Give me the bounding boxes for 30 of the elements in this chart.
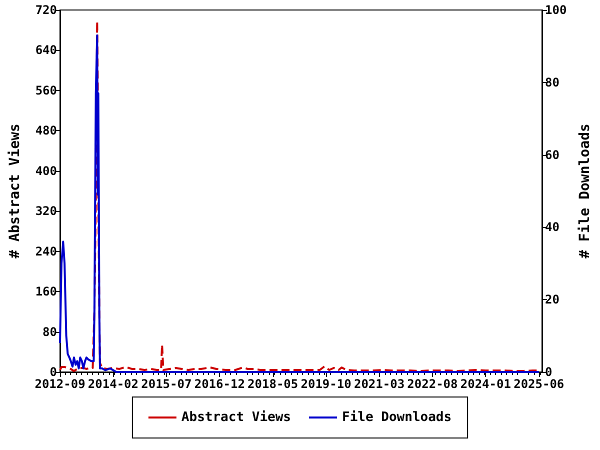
x-tick-label: 2021-03 — [354, 377, 405, 391]
y-tick-label: 720 — [35, 3, 57, 17]
y2-tick-label: 0 — [545, 365, 552, 379]
x-tick-label: 2025-06 — [514, 377, 564, 391]
x-tick-label: 2014-02 — [88, 377, 138, 391]
y2-tick-label: 100 — [545, 3, 567, 17]
y-tick-label: 80 — [42, 324, 57, 339]
x-tick-label: 2022-08 — [407, 377, 458, 391]
x-tick-label: 2019-10 — [300, 377, 352, 391]
y-tick-label: 560 — [35, 83, 57, 98]
x-tick-label: 2016-12 — [194, 377, 245, 391]
y-tick-label: 640 — [35, 43, 57, 58]
x-tick-label: 2012-09 — [34, 377, 86, 391]
y2-tick-label: 60 — [545, 148, 560, 162]
legend-label: File Downloads — [342, 410, 452, 425]
y-tick-label: 160 — [35, 284, 57, 299]
y-tick-label: 400 — [35, 164, 57, 178]
y-tick-label: 240 — [35, 244, 57, 258]
y2-axis-title: # File Downloads — [577, 124, 593, 258]
y2-tick-label: 20 — [545, 292, 560, 307]
y-tick-label: 0 — [50, 365, 57, 379]
y-tick-label: 320 — [35, 204, 57, 218]
y2-tick-label: 40 — [545, 220, 560, 234]
x-tick-label: 2015-07 — [141, 377, 192, 391]
x-tick-label: 2024-01 — [460, 377, 511, 391]
y-axis-title: # Abstract Views — [7, 124, 23, 258]
legend-label: Abstract Views — [181, 410, 292, 425]
x-tick-label: 2018-05 — [248, 377, 298, 391]
y-tick-label: 480 — [35, 124, 57, 138]
y2-tick-label: 80 — [545, 75, 560, 90]
